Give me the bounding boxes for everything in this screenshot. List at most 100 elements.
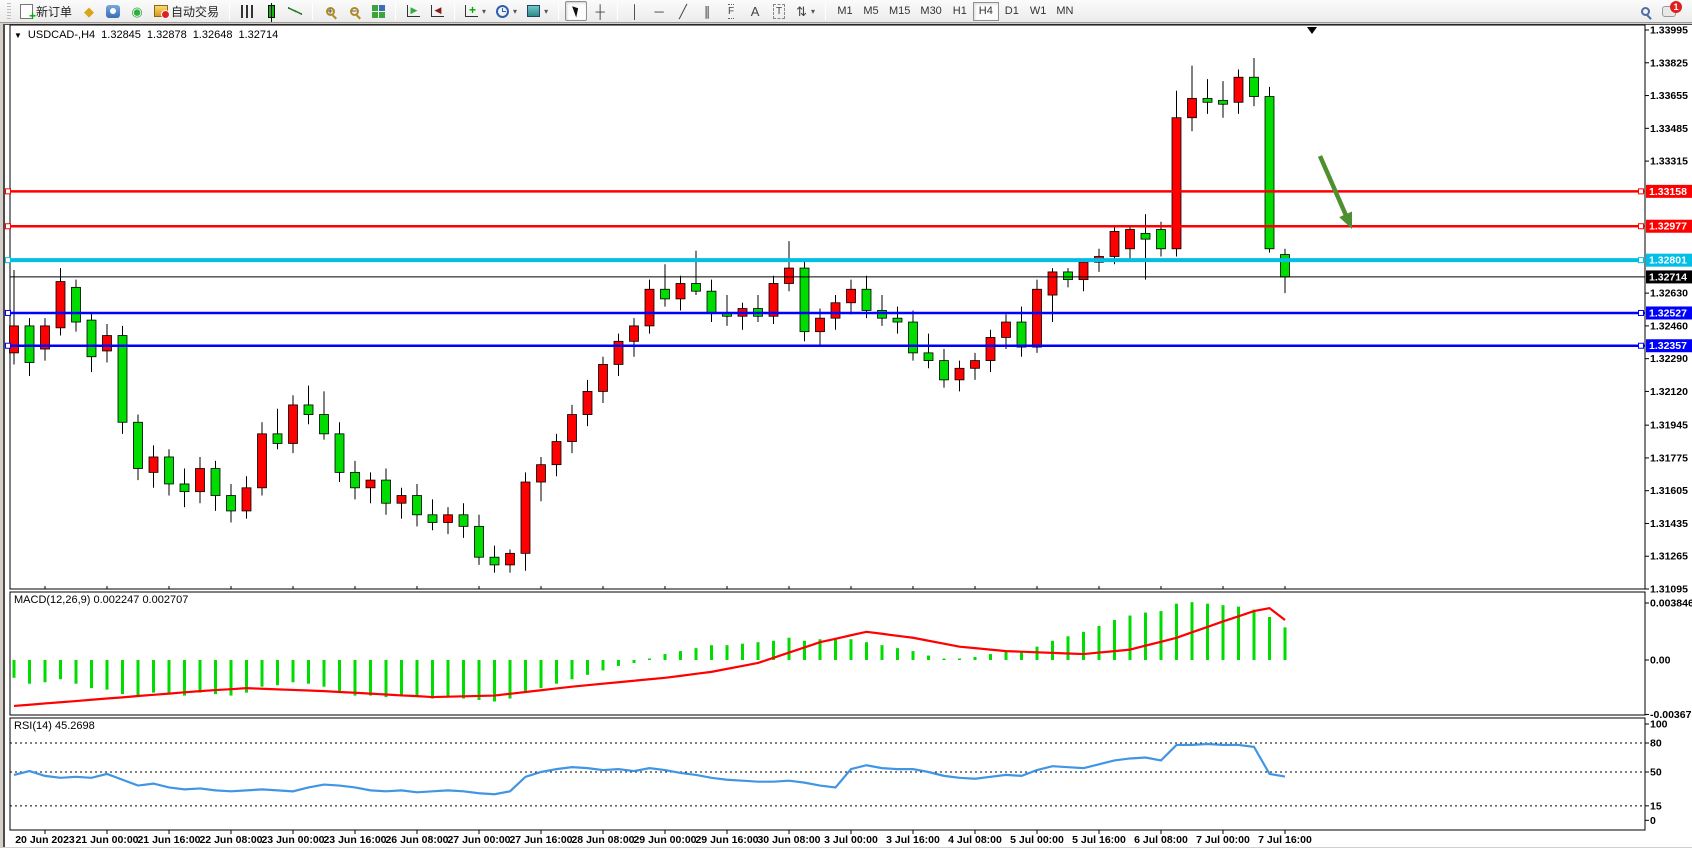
bull-candle	[242, 488, 251, 511]
svg-text:1.31095: 1.31095	[1650, 584, 1688, 596]
bull-candle	[583, 391, 592, 414]
bull-candle	[676, 283, 685, 298]
line-anchor-marker	[1639, 258, 1644, 263]
svg-text:1.31605: 1.31605	[1650, 485, 1688, 497]
bear-candle	[490, 557, 499, 565]
bear-candle	[800, 268, 809, 332]
pane-frame	[10, 718, 1645, 830]
svg-text:5 Jul 00:00: 5 Jul 00:00	[1010, 834, 1064, 846]
bull-candle	[1002, 322, 1011, 337]
bull-candle	[971, 361, 980, 369]
svg-text:1.32801: 1.32801	[1649, 255, 1687, 267]
svg-text:27 Jun 16:00: 27 Jun 16:00	[509, 834, 572, 846]
line-anchor-marker	[1639, 224, 1644, 229]
bear-candle	[459, 515, 468, 527]
bear-candle	[382, 480, 391, 503]
svg-text:23 Jun 16:00: 23 Jun 16:00	[323, 834, 386, 846]
svg-text:1.32977: 1.32977	[1649, 221, 1687, 233]
svg-text:7 Jul 16:00: 7 Jul 16:00	[1258, 834, 1312, 846]
svg-text:29 Jun 16:00: 29 Jun 16:00	[695, 834, 758, 846]
bear-candle	[72, 287, 81, 322]
bear-candle	[273, 434, 282, 444]
svg-text:1.33158: 1.33158	[1649, 186, 1687, 198]
bull-candle	[56, 282, 65, 328]
bear-candle	[304, 405, 313, 415]
svg-text:21 Jun 00:00: 21 Jun 00:00	[75, 834, 138, 846]
line-anchor-marker	[6, 189, 11, 194]
bull-candle	[1234, 77, 1243, 102]
line-anchor-marker	[6, 258, 11, 263]
ohlc-low: 1.32648	[193, 29, 233, 41]
bear-candle	[909, 322, 918, 353]
macd-indicator-label: MACD(12,26,9) 0.002247 0.002707	[14, 594, 188, 606]
bear-candle	[118, 336, 127, 423]
svg-text:1.32527: 1.32527	[1649, 307, 1687, 319]
svg-text:5 Jul 16:00: 5 Jul 16:00	[1072, 834, 1126, 846]
svg-text:6 Jul 08:00: 6 Jul 08:00	[1134, 834, 1188, 846]
bear-candle	[924, 353, 933, 361]
collapse-arrow-icon[interactable]: ▼	[14, 31, 22, 40]
bull-candle	[816, 318, 825, 331]
bear-candle	[862, 289, 871, 310]
bull-candle	[521, 482, 530, 553]
svg-text:15: 15	[1650, 800, 1662, 812]
bear-candle	[1157, 230, 1166, 249]
ohlc-open: 1.32845	[101, 29, 141, 41]
bear-candle	[227, 496, 236, 511]
chart-title: ▼ USDCAD-,H4 1.32845 1.32878 1.32648 1.3…	[14, 29, 278, 41]
line-anchor-marker	[6, 343, 11, 348]
bear-candle	[1281, 255, 1290, 277]
svg-text:1.32120: 1.32120	[1650, 386, 1688, 398]
svg-text:22 Jun 08:00: 22 Jun 08:00	[199, 834, 262, 846]
symbol-period: USDCAD-,H4	[28, 29, 95, 41]
line-anchor-marker	[1639, 310, 1644, 315]
svg-text:3 Jul 00:00: 3 Jul 00:00	[824, 834, 878, 846]
bear-candle	[1141, 233, 1150, 239]
pane-frame	[10, 25, 1645, 589]
bear-candle	[180, 484, 189, 492]
bull-candle	[630, 326, 639, 341]
svg-text:1.33485: 1.33485	[1650, 123, 1688, 135]
bear-candle	[475, 526, 484, 557]
rsi-indicator-label: RSI(14) 45.2698	[14, 720, 95, 732]
bear-candle	[940, 361, 949, 380]
bull-candle	[1172, 118, 1181, 249]
bull-candle	[599, 364, 608, 391]
bull-candle	[149, 457, 158, 472]
bear-candle	[413, 496, 422, 515]
chart-window[interactable]: ▼ USDCAD-,H4 1.32845 1.32878 1.32648 1.3…	[3, 24, 1692, 847]
bear-candle	[320, 415, 329, 434]
bear-candle	[1064, 272, 1073, 280]
bull-candle	[1126, 230, 1135, 249]
bull-candle	[366, 480, 375, 488]
bear-candle	[692, 283, 701, 291]
bull-candle	[955, 368, 964, 380]
svg-text:27 Jun 00:00: 27 Jun 00:00	[447, 834, 510, 846]
svg-text:1.33315: 1.33315	[1650, 156, 1688, 168]
svg-text:1.33655: 1.33655	[1650, 90, 1688, 102]
line-anchor-marker	[6, 310, 11, 315]
bear-candle	[134, 422, 143, 468]
bull-candle	[506, 553, 515, 565]
svg-text:21 Jun 16:00: 21 Jun 16:00	[137, 834, 200, 846]
ohlc-high: 1.32878	[147, 29, 187, 41]
bull-candle	[537, 465, 546, 482]
svg-text:7 Jul 00:00: 7 Jul 00:00	[1196, 834, 1250, 846]
bull-candle	[769, 283, 778, 316]
bull-candle	[1048, 272, 1057, 295]
bull-candle	[397, 496, 406, 504]
bull-candle	[552, 442, 561, 465]
svg-text:29 Jun 00:00: 29 Jun 00:00	[633, 834, 696, 846]
bull-candle	[986, 337, 995, 360]
bull-candle	[568, 415, 577, 442]
pane-frame	[10, 592, 1645, 715]
svg-text:28 Jun 08:00: 28 Jun 08:00	[571, 834, 634, 846]
bull-candle	[196, 469, 205, 492]
svg-text:23 Jun 00:00: 23 Jun 00:00	[261, 834, 324, 846]
svg-text:0: 0	[1650, 815, 1656, 827]
svg-text:1.31945: 1.31945	[1650, 420, 1688, 432]
svg-text:26 Jun 08:00: 26 Jun 08:00	[385, 834, 448, 846]
bull-candle	[1110, 231, 1119, 256]
svg-text:1.32460: 1.32460	[1650, 320, 1688, 332]
